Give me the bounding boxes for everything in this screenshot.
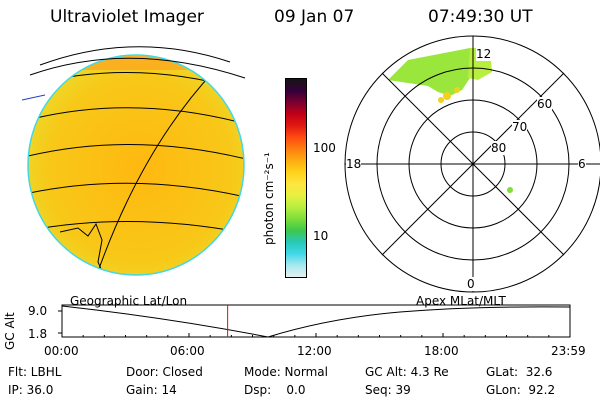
- mlt-label-0: 0: [467, 277, 475, 291]
- mlt-label-6: 6: [578, 157, 586, 171]
- filter-info: Flt: LBHL: [8, 365, 62, 379]
- glat-info: GLat: 32.6: [486, 365, 553, 379]
- mode-info: Mode: Normal: [244, 365, 328, 379]
- lat-label-60: 60: [537, 97, 553, 111]
- gc-alt-info: GC Alt: 4.3 Re: [365, 365, 449, 379]
- lat-label-80: 80: [491, 141, 507, 155]
- time-label: 07:49:30 UT: [428, 7, 533, 27]
- instrument-title: Ultraviolet Imager: [50, 7, 204, 27]
- mlt-label-18: 18: [346, 157, 362, 171]
- xtick-0600: 06:00: [170, 344, 205, 358]
- mlt-label-12: 12: [476, 47, 492, 61]
- glon-info: GLon: 92.2: [486, 383, 556, 397]
- xtick-1800: 18:00: [424, 344, 459, 358]
- xtick-0000: 00:00: [44, 344, 79, 358]
- ytick-1-8: 1.8: [28, 327, 48, 341]
- ytick-9: 9.0: [28, 304, 48, 318]
- xtick-1200: 12:00: [297, 344, 332, 358]
- colorbar-tick-100: 100: [313, 141, 336, 155]
- colorbar: [285, 78, 307, 278]
- gain-info: Gain: 14: [126, 383, 177, 397]
- seq-info: Seq: 39: [365, 383, 411, 397]
- xtick-2359: 23:59: [551, 344, 586, 358]
- dsp-info: Dsp: 0.0: [244, 383, 306, 397]
- date-label: 09 Jan 07: [274, 7, 355, 27]
- lat-label-70: 70: [512, 120, 528, 134]
- colorbar-tick-10: 10: [313, 229, 329, 243]
- ip-info: IP: 36.0: [8, 383, 54, 397]
- door-info: Door: Closed: [126, 365, 203, 379]
